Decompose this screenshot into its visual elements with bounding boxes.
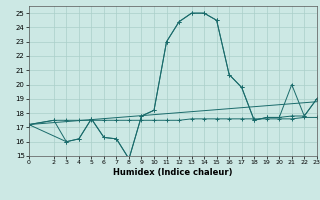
- X-axis label: Humidex (Indice chaleur): Humidex (Indice chaleur): [113, 168, 233, 177]
